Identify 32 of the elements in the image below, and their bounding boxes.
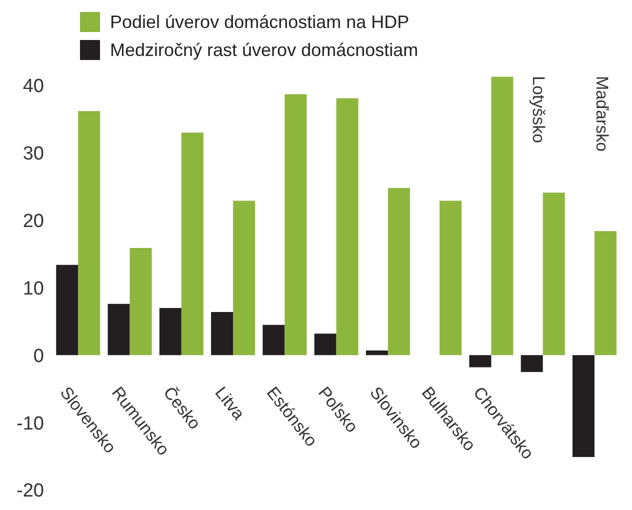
bar xyxy=(491,76,514,356)
bar xyxy=(159,308,182,356)
bar xyxy=(572,355,594,457)
y-tick-label: -20 xyxy=(16,480,44,502)
bar xyxy=(284,94,307,356)
bar xyxy=(56,264,78,356)
legend-label: Medziročný rast úverov domácnostiam xyxy=(110,40,418,60)
bar xyxy=(520,355,543,372)
bar xyxy=(366,350,388,356)
bar xyxy=(440,200,462,356)
bar xyxy=(314,334,336,356)
bar xyxy=(388,188,410,356)
bar xyxy=(233,200,256,356)
bar xyxy=(542,192,565,356)
bar xyxy=(181,132,204,356)
bar xyxy=(336,98,358,356)
y-tick-label: -10 xyxy=(16,413,44,434)
y-tick-label: 0 xyxy=(33,346,44,367)
bar xyxy=(262,324,285,356)
x-tick-label: Maďarsko xyxy=(592,76,612,152)
bar xyxy=(211,312,234,356)
y-tick-label: 20 xyxy=(22,211,44,232)
bar xyxy=(78,111,100,356)
legend-label: Podiel úverov domácnostiam na HDP xyxy=(110,12,410,32)
y-tick-label: 40 xyxy=(22,76,44,98)
x-tick-label: Lotyšsko xyxy=(529,76,548,144)
y-tick-label: 30 xyxy=(22,144,44,165)
bar xyxy=(594,231,616,356)
bar xyxy=(130,248,152,356)
bar xyxy=(108,304,130,356)
bar xyxy=(469,355,492,368)
y-tick-label: 10 xyxy=(22,278,44,300)
